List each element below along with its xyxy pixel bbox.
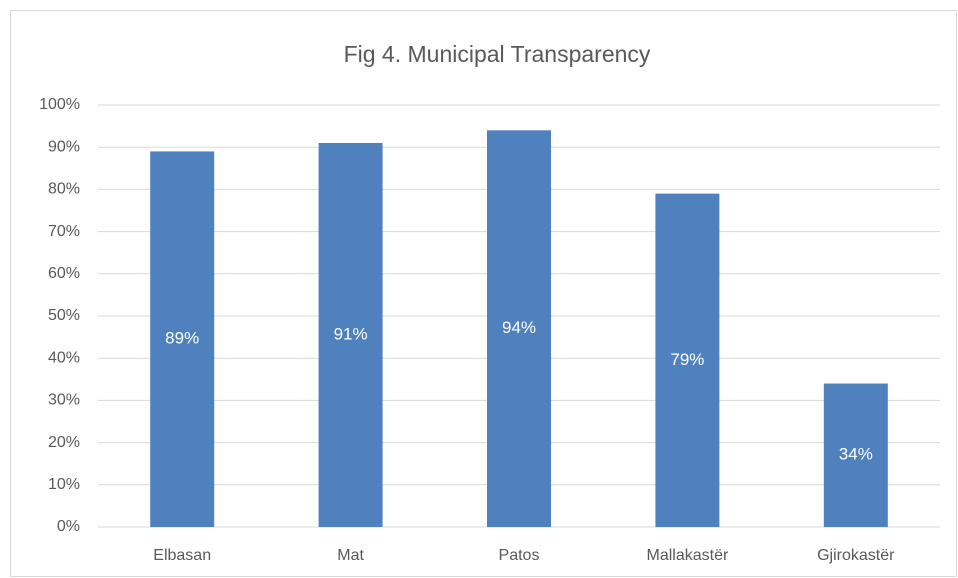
bar [318, 142, 383, 528]
y-tick-label: 80% [48, 181, 80, 198]
x-tick-label: Mat [337, 547, 364, 564]
x-tick-label: Elbasan [153, 547, 211, 564]
y-tick-label: 70% [48, 223, 80, 240]
data-label: 79% [670, 350, 704, 369]
x-tick-label: Gjirokastër [817, 547, 895, 564]
y-tick-label: 60% [48, 265, 80, 282]
y-tick-label: 30% [48, 392, 80, 409]
y-tick-label: 20% [48, 434, 80, 451]
bar [150, 151, 215, 528]
y-tick-label: 10% [48, 476, 80, 493]
bar [487, 130, 551, 527]
x-tick-label: Mallakastër [646, 547, 728, 564]
y-tick-label: 50% [48, 307, 80, 324]
data-label: 94% [502, 318, 536, 337]
data-label: 34% [839, 445, 873, 464]
data-label: 91% [334, 324, 368, 343]
bar [655, 193, 720, 527]
bar [823, 383, 888, 527]
y-tick-label: 100% [39, 96, 80, 113]
y-tick-label: 90% [48, 138, 80, 155]
data-label: 89% [165, 329, 199, 348]
y-tick-label: 40% [48, 349, 80, 366]
y-tick-label: 0% [57, 518, 80, 535]
chart-title: Fig 4. Municipal Transparency [344, 41, 651, 67]
x-tick-label: Patos [499, 547, 540, 564]
